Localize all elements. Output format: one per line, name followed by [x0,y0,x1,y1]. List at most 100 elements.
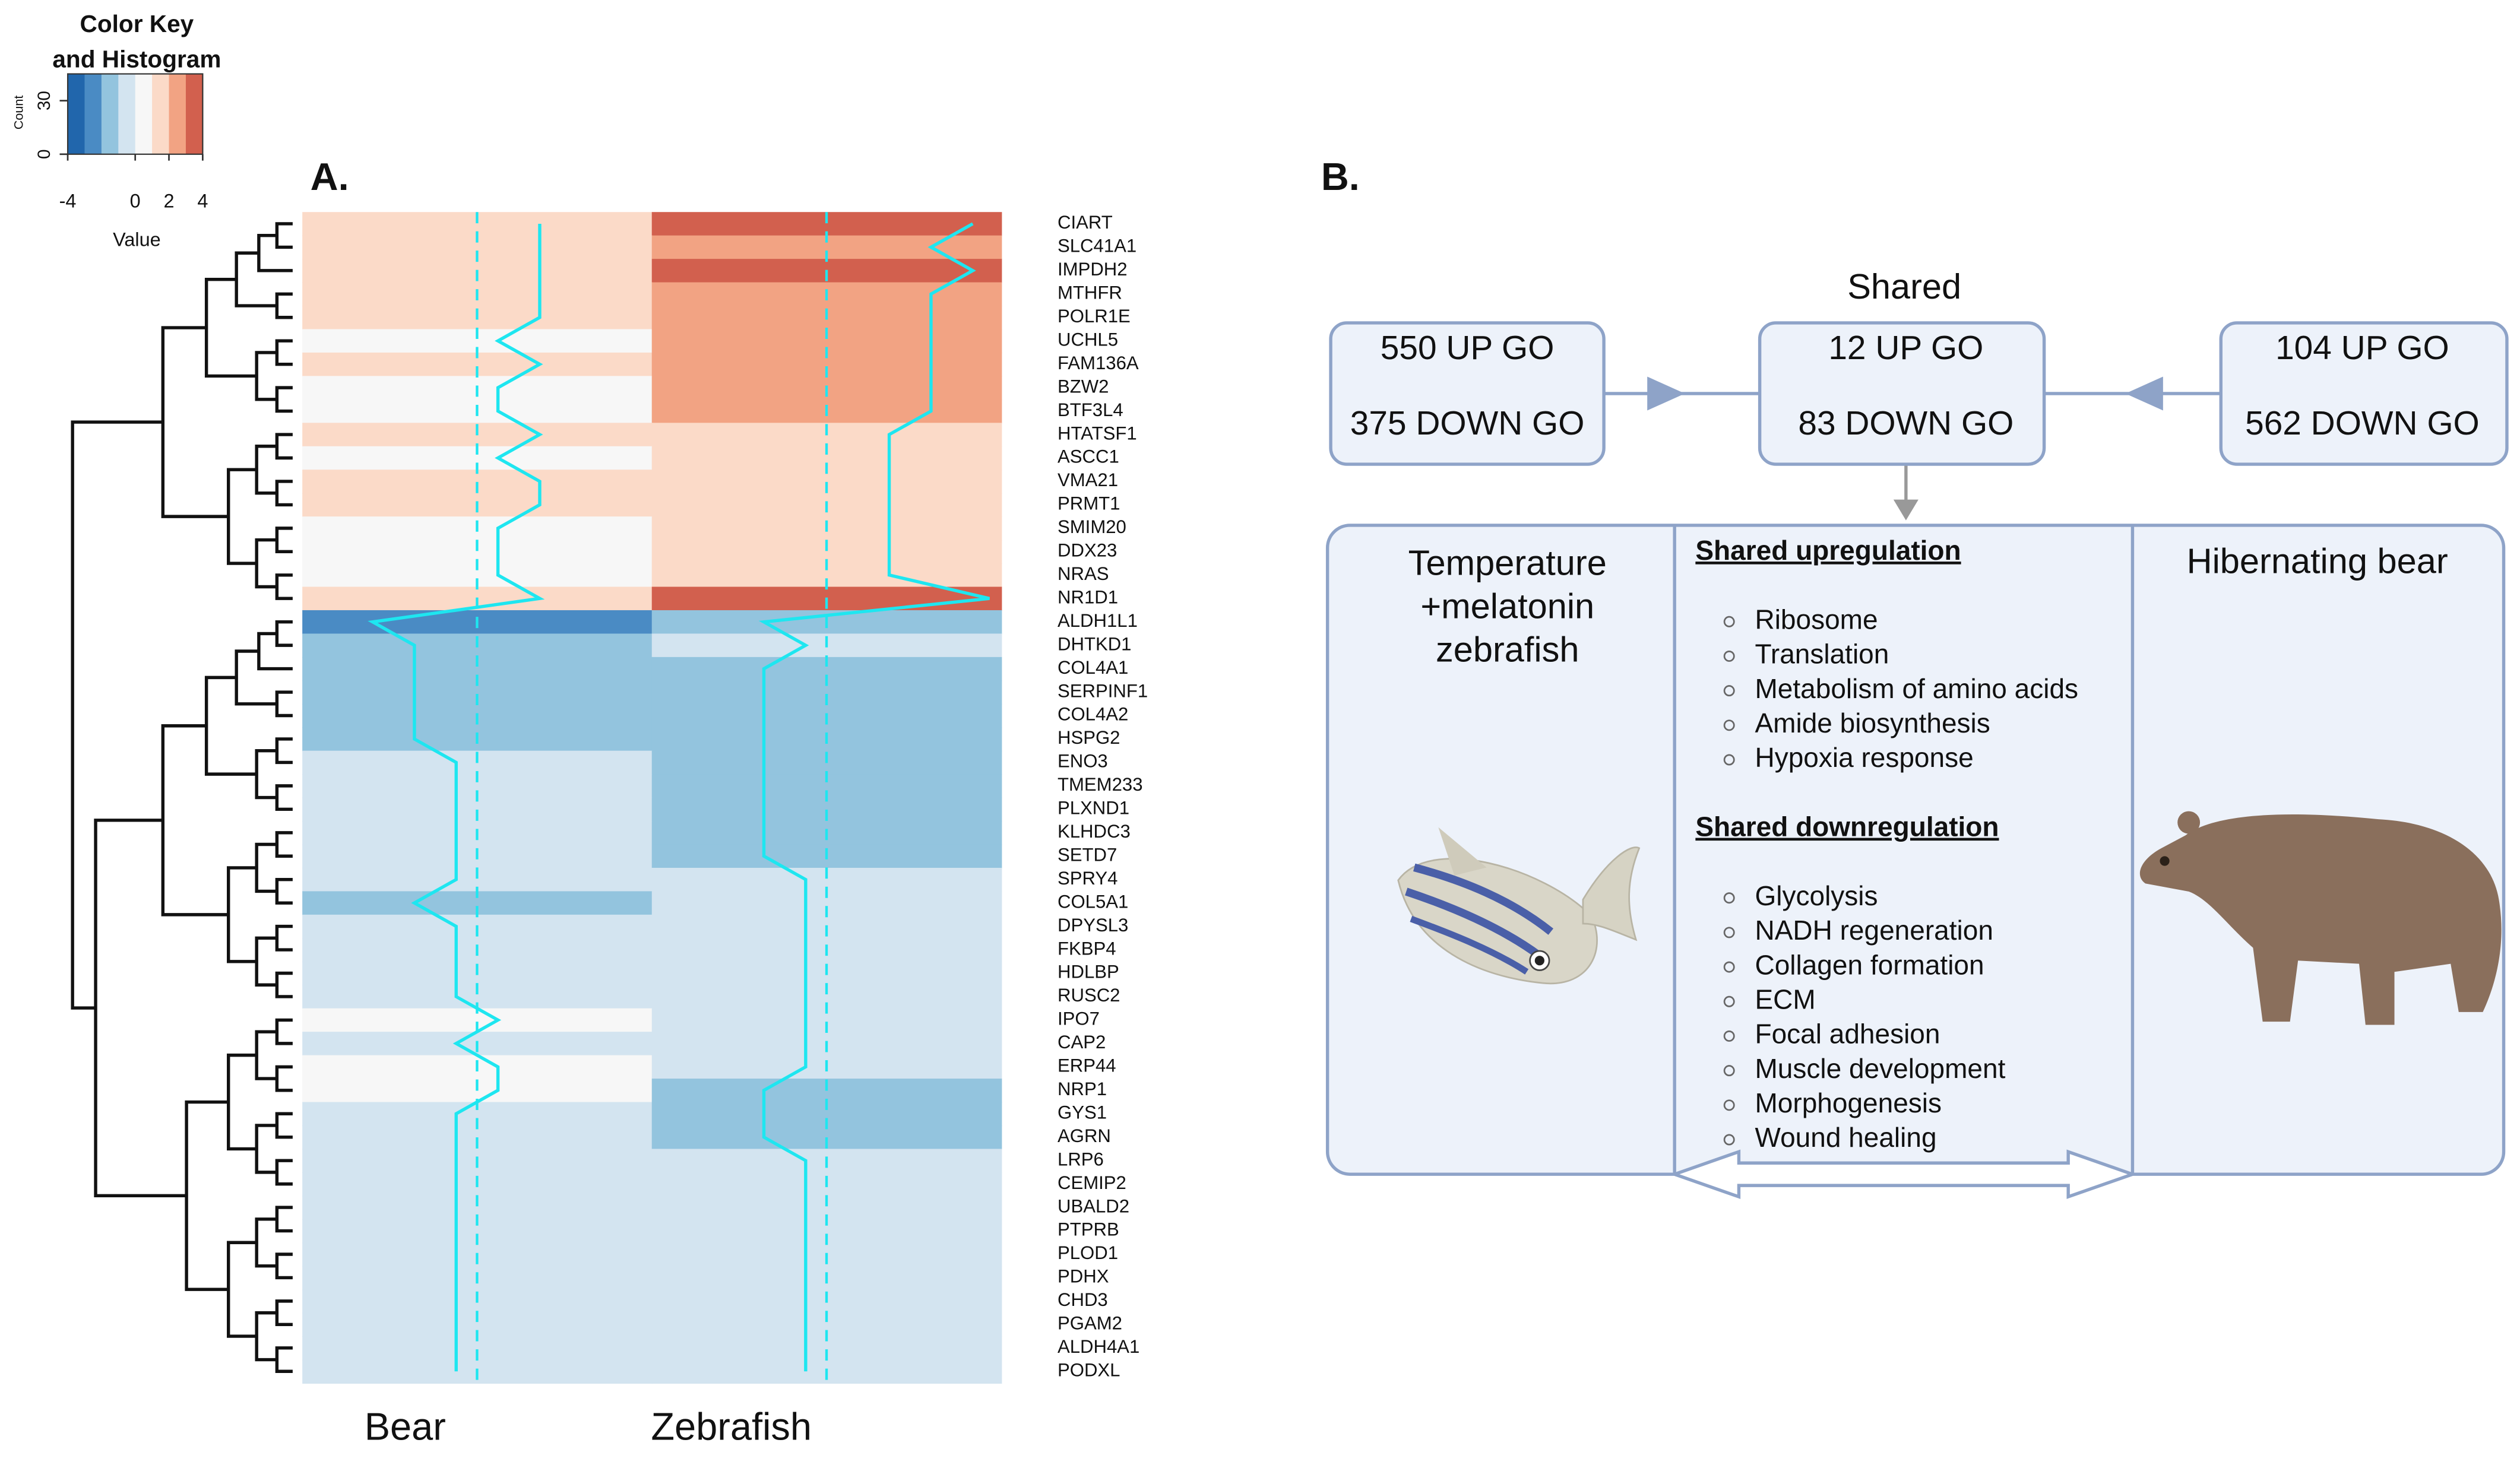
row-label: DPYSL3 [1058,915,1128,936]
list-item: NADH regeneration [1755,915,1993,946]
dendrogram [275,573,293,600]
dendrogram [275,971,293,998]
dendrogram [275,1159,293,1186]
double-arrow [1669,1149,2138,1199]
bullet [1723,650,1735,662]
dendrogram [275,527,293,554]
key-x-tick-label: 4 [197,191,208,212]
panel-label: A. [311,155,349,198]
row-label: BZW2 [1058,376,1109,397]
down-count: 562 DOWN GO [2245,405,2480,442]
dendrogram [257,632,293,671]
row-label: TMEM233 [1058,774,1142,795]
row-label: DDX23 [1058,540,1117,561]
row-label: HTATSF1 [1058,423,1137,443]
color-swatch [169,74,186,154]
row-label: FAM136A [1058,353,1139,373]
dendrogram [71,420,163,1010]
count-box [1758,321,2046,466]
bear-icon [2139,811,2502,1025]
bullet [1723,754,1735,766]
dendrogram [255,749,277,800]
row-label: CHD3 [1058,1289,1108,1310]
bullet [1723,892,1735,904]
bullet [1723,927,1735,938]
dendrogram [255,936,277,987]
row-label: UBALD2 [1058,1196,1129,1216]
dendrogram [275,292,293,319]
key-title: Color Key [80,10,194,37]
zebrafish-icon [1397,827,1641,985]
dendrogram [204,277,257,378]
dendrogram [275,1018,293,1045]
row-label: SPRY4 [1058,868,1117,889]
dendrogram [275,480,293,507]
color-swatch [185,74,204,154]
row-label: COL4A2 [1058,704,1128,725]
row-label: PLOD1 [1058,1242,1118,1263]
dendrogram [235,251,277,307]
column-label: Zebrafish [651,1405,812,1448]
color-swatch [84,74,102,154]
color-swatch [135,74,153,154]
row-label: CIART [1058,212,1113,233]
row-label: SMIM20 [1058,516,1126,537]
row-label: NRAS [1058,563,1109,584]
bullet [1723,1030,1735,1042]
dendrogram [185,1100,229,1291]
key-frame [67,73,204,155]
bullet [1723,616,1735,627]
row-label: PLXND1 [1058,798,1129,819]
dendrogram [275,433,293,460]
bullet [1723,685,1735,697]
key-title: and Histogram [52,46,221,73]
row-label: PTPRB [1058,1219,1119,1240]
dendrogram [255,1217,277,1268]
dendrogram [257,233,293,272]
species-title: zebrafish [1436,629,1579,669]
dendrogram [255,538,277,589]
dendrogram [204,676,257,776]
bullet [1723,995,1735,1007]
key-y-tick-label: 0 [34,150,54,160]
list-item: Morphogenesis [1755,1087,1942,1118]
row-label: HDLBP [1058,962,1119,982]
key-y-tick-label: 30 [34,91,54,110]
row-label: AGRN [1058,1125,1111,1146]
row-label: DHTKD1 [1058,633,1131,654]
shared-title: Shared [1847,267,1961,306]
dendrogram [275,1346,293,1373]
dendrogram [275,222,293,249]
row-label: NR1D1 [1058,586,1118,607]
row-label: PRMT1 [1058,493,1120,514]
dendrogram [255,445,277,495]
row-label: KLHDC3 [1058,821,1131,842]
bullet [1723,1099,1735,1111]
column-label: Bear [365,1405,446,1448]
dendrogram [161,724,229,917]
count-box [2219,321,2509,466]
row-label: PGAM2 [1058,1313,1122,1334]
list-item: Ribosome [1755,604,1878,635]
dendrogram [227,866,257,963]
trace-line [368,223,545,1372]
row-label: VMA21 [1058,470,1118,490]
dendrogram [275,620,293,647]
dendrogram [255,842,277,893]
row-label: ALDH4A1 [1058,1336,1139,1357]
color-swatch [101,74,119,154]
dendrogram [255,351,277,401]
dendrogram [275,1112,293,1139]
row-label: SERPINF1 [1058,680,1148,701]
list-item: Amide biosynthesis [1755,708,1990,738]
up-count: 550 UP GO [1381,329,1555,367]
dendrogram [275,690,293,718]
list-item: Translation [1755,639,1889,670]
row-label: COL5A1 [1058,891,1128,912]
list-item: Metabolism of amino acids [1755,673,2078,704]
dendrogram [235,649,277,706]
connectors [1604,376,2221,521]
row-label: PDHX [1058,1266,1109,1287]
down-count: 83 DOWN GO [1798,405,2014,442]
key-ylabel: Count [11,96,26,130]
